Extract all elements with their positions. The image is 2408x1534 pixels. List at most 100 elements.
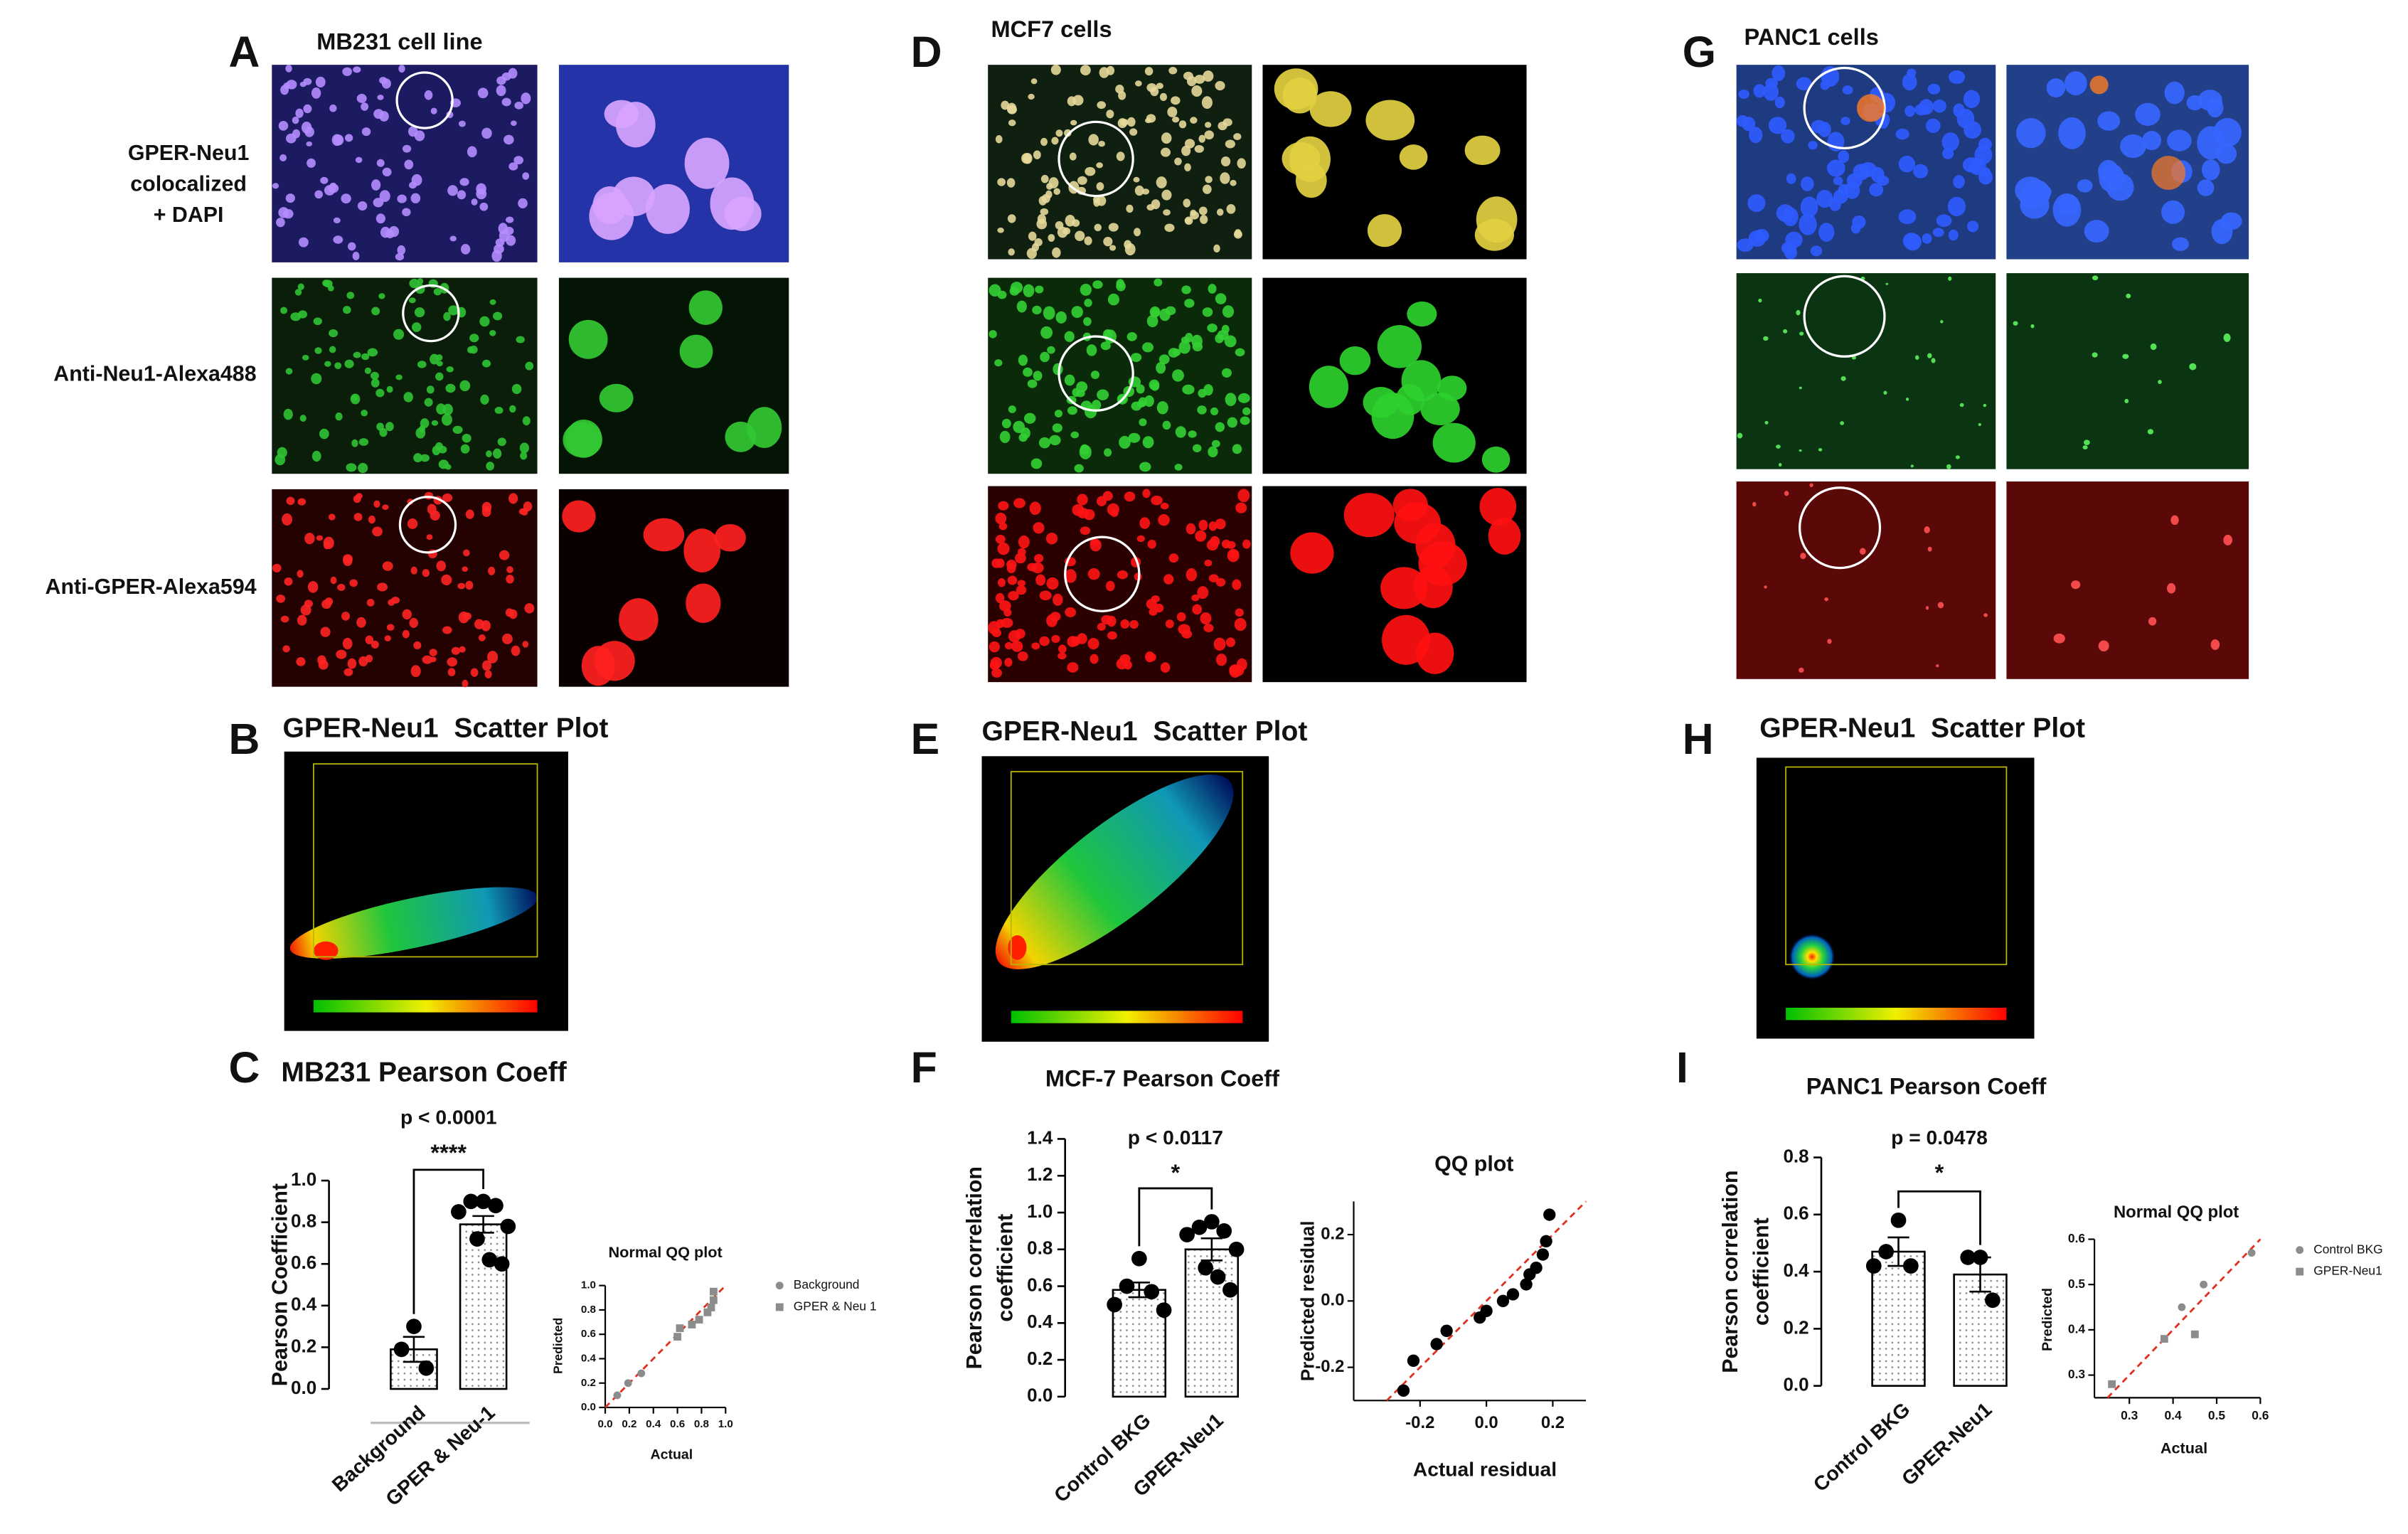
cell <box>342 67 352 76</box>
cell <box>1077 494 1088 506</box>
cell <box>1074 464 1084 473</box>
cell <box>433 288 442 296</box>
cell <box>297 570 304 578</box>
cell <box>376 159 385 167</box>
cell <box>1737 432 1743 439</box>
cell <box>303 78 312 85</box>
cell-title: MB231 cell line <box>316 28 482 54</box>
cell <box>1237 393 1250 403</box>
row-label: colocalized <box>130 171 247 196</box>
cell <box>991 629 1002 638</box>
cell <box>510 120 517 127</box>
cell <box>1027 379 1038 388</box>
cell <box>1107 615 1117 627</box>
cell <box>432 445 441 456</box>
y-tick-label: 0.6 <box>2068 1231 2085 1245</box>
cell <box>318 659 329 670</box>
cell <box>1365 100 1415 141</box>
significance-bracket <box>1897 1190 1981 1245</box>
data-point <box>1397 1384 1410 1397</box>
y-tick-label: 0.2 <box>1783 1316 1808 1338</box>
cell <box>1161 189 1172 201</box>
cell <box>1053 188 1060 196</box>
cell <box>1237 489 1250 503</box>
cell <box>1488 517 1521 555</box>
cell <box>382 504 389 510</box>
cell <box>1050 64 1061 75</box>
cell <box>1147 539 1156 549</box>
cell <box>1208 574 1219 582</box>
cell <box>1220 156 1231 166</box>
data-point <box>2190 1330 2199 1338</box>
cell <box>1184 218 1192 224</box>
cell <box>1050 612 1061 622</box>
cell <box>1071 636 1080 646</box>
panel-label: E <box>911 715 940 763</box>
cell <box>1763 82 1779 101</box>
cell <box>1117 570 1129 580</box>
cell <box>373 198 384 208</box>
cell <box>1015 629 1025 639</box>
cell <box>361 127 371 137</box>
cell <box>366 598 375 607</box>
cell <box>1764 420 1769 425</box>
cell <box>1145 117 1152 124</box>
cell <box>462 549 470 557</box>
cell <box>385 422 394 432</box>
cell <box>1182 384 1195 395</box>
y-tick-label: 0.3 <box>2068 1367 2085 1381</box>
cell <box>1225 139 1235 149</box>
cell <box>1033 150 1041 160</box>
chart-title: Normal QQ plot <box>2114 1203 2239 1222</box>
cell <box>314 347 322 354</box>
data-point <box>481 1252 498 1268</box>
y-tick-label: 0.2 <box>291 1335 316 1356</box>
cell <box>1922 233 1932 244</box>
cell <box>371 307 380 316</box>
cell <box>1927 83 1941 95</box>
cell <box>493 311 503 321</box>
cell <box>504 134 514 145</box>
cell <box>272 563 282 572</box>
cell <box>747 407 782 449</box>
cell <box>1023 284 1035 297</box>
cell <box>1833 176 1843 186</box>
cell <box>1146 314 1158 328</box>
reference-line <box>604 1284 727 1409</box>
cell <box>1141 188 1150 195</box>
cell <box>1185 332 1193 343</box>
p-value: p = 0.0478 <box>1891 1126 1988 1149</box>
micrograph <box>1736 481 1996 679</box>
cell-title: PANC1 cells <box>1744 24 1879 50</box>
cell <box>1221 539 1231 549</box>
data-point <box>1540 1235 1552 1248</box>
cell <box>1098 141 1105 147</box>
cell <box>1065 607 1077 617</box>
cell <box>320 627 331 637</box>
cell <box>1016 585 1027 595</box>
cell <box>1162 420 1171 430</box>
cell <box>1215 334 1224 343</box>
cell <box>463 612 472 620</box>
cell <box>357 201 368 211</box>
cell <box>1192 444 1202 453</box>
cell <box>508 493 518 504</box>
cell <box>300 604 311 616</box>
cell <box>997 178 1006 186</box>
cell <box>1168 553 1179 563</box>
cell <box>329 329 339 338</box>
cell <box>1023 367 1033 377</box>
cell <box>1840 117 1850 125</box>
cell <box>1870 166 1885 183</box>
panel-label: A <box>229 28 260 76</box>
cell <box>679 334 713 368</box>
chart-title: QQ plot <box>1434 1151 1513 1176</box>
cell <box>307 581 319 593</box>
cell <box>1186 75 1197 87</box>
cell <box>486 462 494 471</box>
cell <box>471 198 478 206</box>
cell <box>372 526 383 537</box>
micrograph <box>988 486 1252 683</box>
cell <box>1946 464 1951 469</box>
cell <box>1133 176 1140 183</box>
